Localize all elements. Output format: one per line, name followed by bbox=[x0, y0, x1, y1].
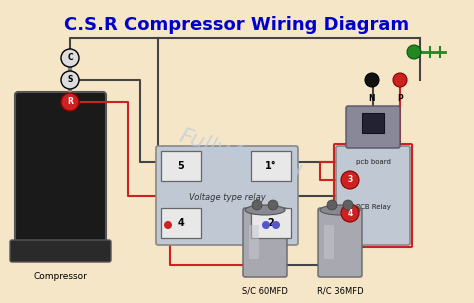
Circle shape bbox=[61, 49, 79, 67]
FancyBboxPatch shape bbox=[336, 146, 410, 245]
Circle shape bbox=[272, 221, 280, 229]
FancyBboxPatch shape bbox=[251, 151, 291, 181]
Circle shape bbox=[252, 200, 262, 210]
FancyBboxPatch shape bbox=[318, 208, 362, 277]
Text: N: N bbox=[369, 94, 375, 103]
Circle shape bbox=[343, 200, 353, 210]
FancyBboxPatch shape bbox=[251, 208, 291, 238]
Text: Compressor: Compressor bbox=[33, 272, 87, 281]
Text: R/C 36MFD: R/C 36MFD bbox=[317, 286, 363, 295]
Circle shape bbox=[262, 221, 270, 229]
FancyBboxPatch shape bbox=[15, 92, 106, 253]
FancyBboxPatch shape bbox=[156, 146, 298, 245]
FancyBboxPatch shape bbox=[324, 225, 334, 259]
FancyBboxPatch shape bbox=[161, 151, 201, 181]
FancyBboxPatch shape bbox=[249, 225, 259, 259]
Circle shape bbox=[61, 93, 79, 111]
Text: C: C bbox=[67, 54, 73, 62]
FancyBboxPatch shape bbox=[10, 240, 111, 262]
Text: S: S bbox=[67, 75, 73, 85]
Text: S/C 60MFD: S/C 60MFD bbox=[242, 286, 288, 295]
Circle shape bbox=[393, 73, 407, 87]
Text: 1°: 1° bbox=[265, 161, 277, 171]
Circle shape bbox=[268, 200, 278, 210]
Text: Voltage type relay: Voltage type relay bbox=[189, 193, 265, 202]
Ellipse shape bbox=[320, 205, 360, 215]
Text: 4: 4 bbox=[178, 218, 184, 228]
Text: Fully4world: Fully4world bbox=[177, 126, 303, 184]
Circle shape bbox=[341, 171, 359, 189]
FancyBboxPatch shape bbox=[243, 208, 287, 277]
Text: P: P bbox=[397, 94, 403, 103]
Ellipse shape bbox=[245, 205, 285, 215]
Circle shape bbox=[341, 204, 359, 222]
Text: C.S.R Compressor Wiring Diagram: C.S.R Compressor Wiring Diagram bbox=[64, 16, 410, 34]
Text: 3: 3 bbox=[347, 175, 353, 185]
Circle shape bbox=[327, 200, 337, 210]
Circle shape bbox=[365, 73, 379, 87]
Text: 4: 4 bbox=[347, 208, 353, 218]
Text: pcb board: pcb board bbox=[356, 159, 391, 165]
Text: 2: 2 bbox=[268, 218, 274, 228]
Circle shape bbox=[61, 71, 79, 89]
Circle shape bbox=[164, 221, 172, 229]
Text: 5: 5 bbox=[178, 161, 184, 171]
Text: R: R bbox=[67, 98, 73, 106]
Text: PCB Relay: PCB Relay bbox=[356, 204, 391, 210]
FancyBboxPatch shape bbox=[346, 106, 400, 148]
FancyBboxPatch shape bbox=[161, 208, 201, 238]
FancyBboxPatch shape bbox=[362, 113, 384, 133]
Circle shape bbox=[407, 45, 421, 59]
